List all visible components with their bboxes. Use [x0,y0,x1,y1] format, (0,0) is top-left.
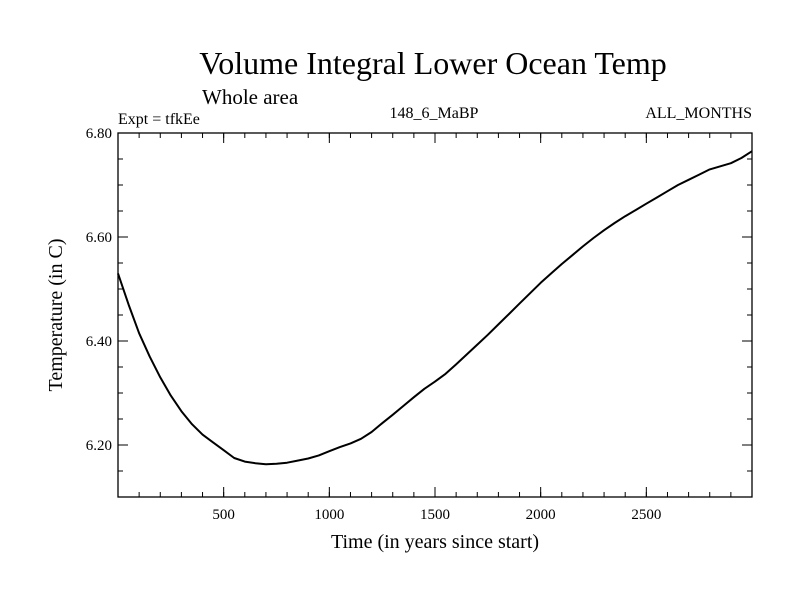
x-tick-label: 500 [212,507,235,523]
chart-subtitle: Whole area [202,85,299,109]
header-right: ALL_MONTHS [645,105,752,122]
header-left: Expt = tfkEe [118,111,200,128]
x-axis-label: Time (in years since start) [331,531,539,553]
y-tick-label: 6.20 [86,438,112,454]
plot-frame [117,132,753,498]
axis-ticks [118,132,752,497]
series-group [117,150,753,466]
y-axis-label: Temperature (in C) [45,239,67,392]
y-tick-label: 6.80 [86,126,112,142]
chart-title: Volume Integral Lower Ocean Temp [199,45,667,81]
x-tick-label: 1500 [420,507,450,523]
series-line [117,150,753,466]
tick-labels: 500 1000 1500 2000 2500 6.20 6.40 6.60 6.80 [86,126,662,523]
x-tick-label: 2500 [631,507,661,523]
y-tick-label: 6.60 [86,230,112,246]
y-tick-label: 6.40 [86,334,112,350]
x-tick-label: 1000 [314,507,344,523]
header-center: 148_6_MaBP [390,105,479,122]
x-tick-label: 2000 [526,507,556,523]
